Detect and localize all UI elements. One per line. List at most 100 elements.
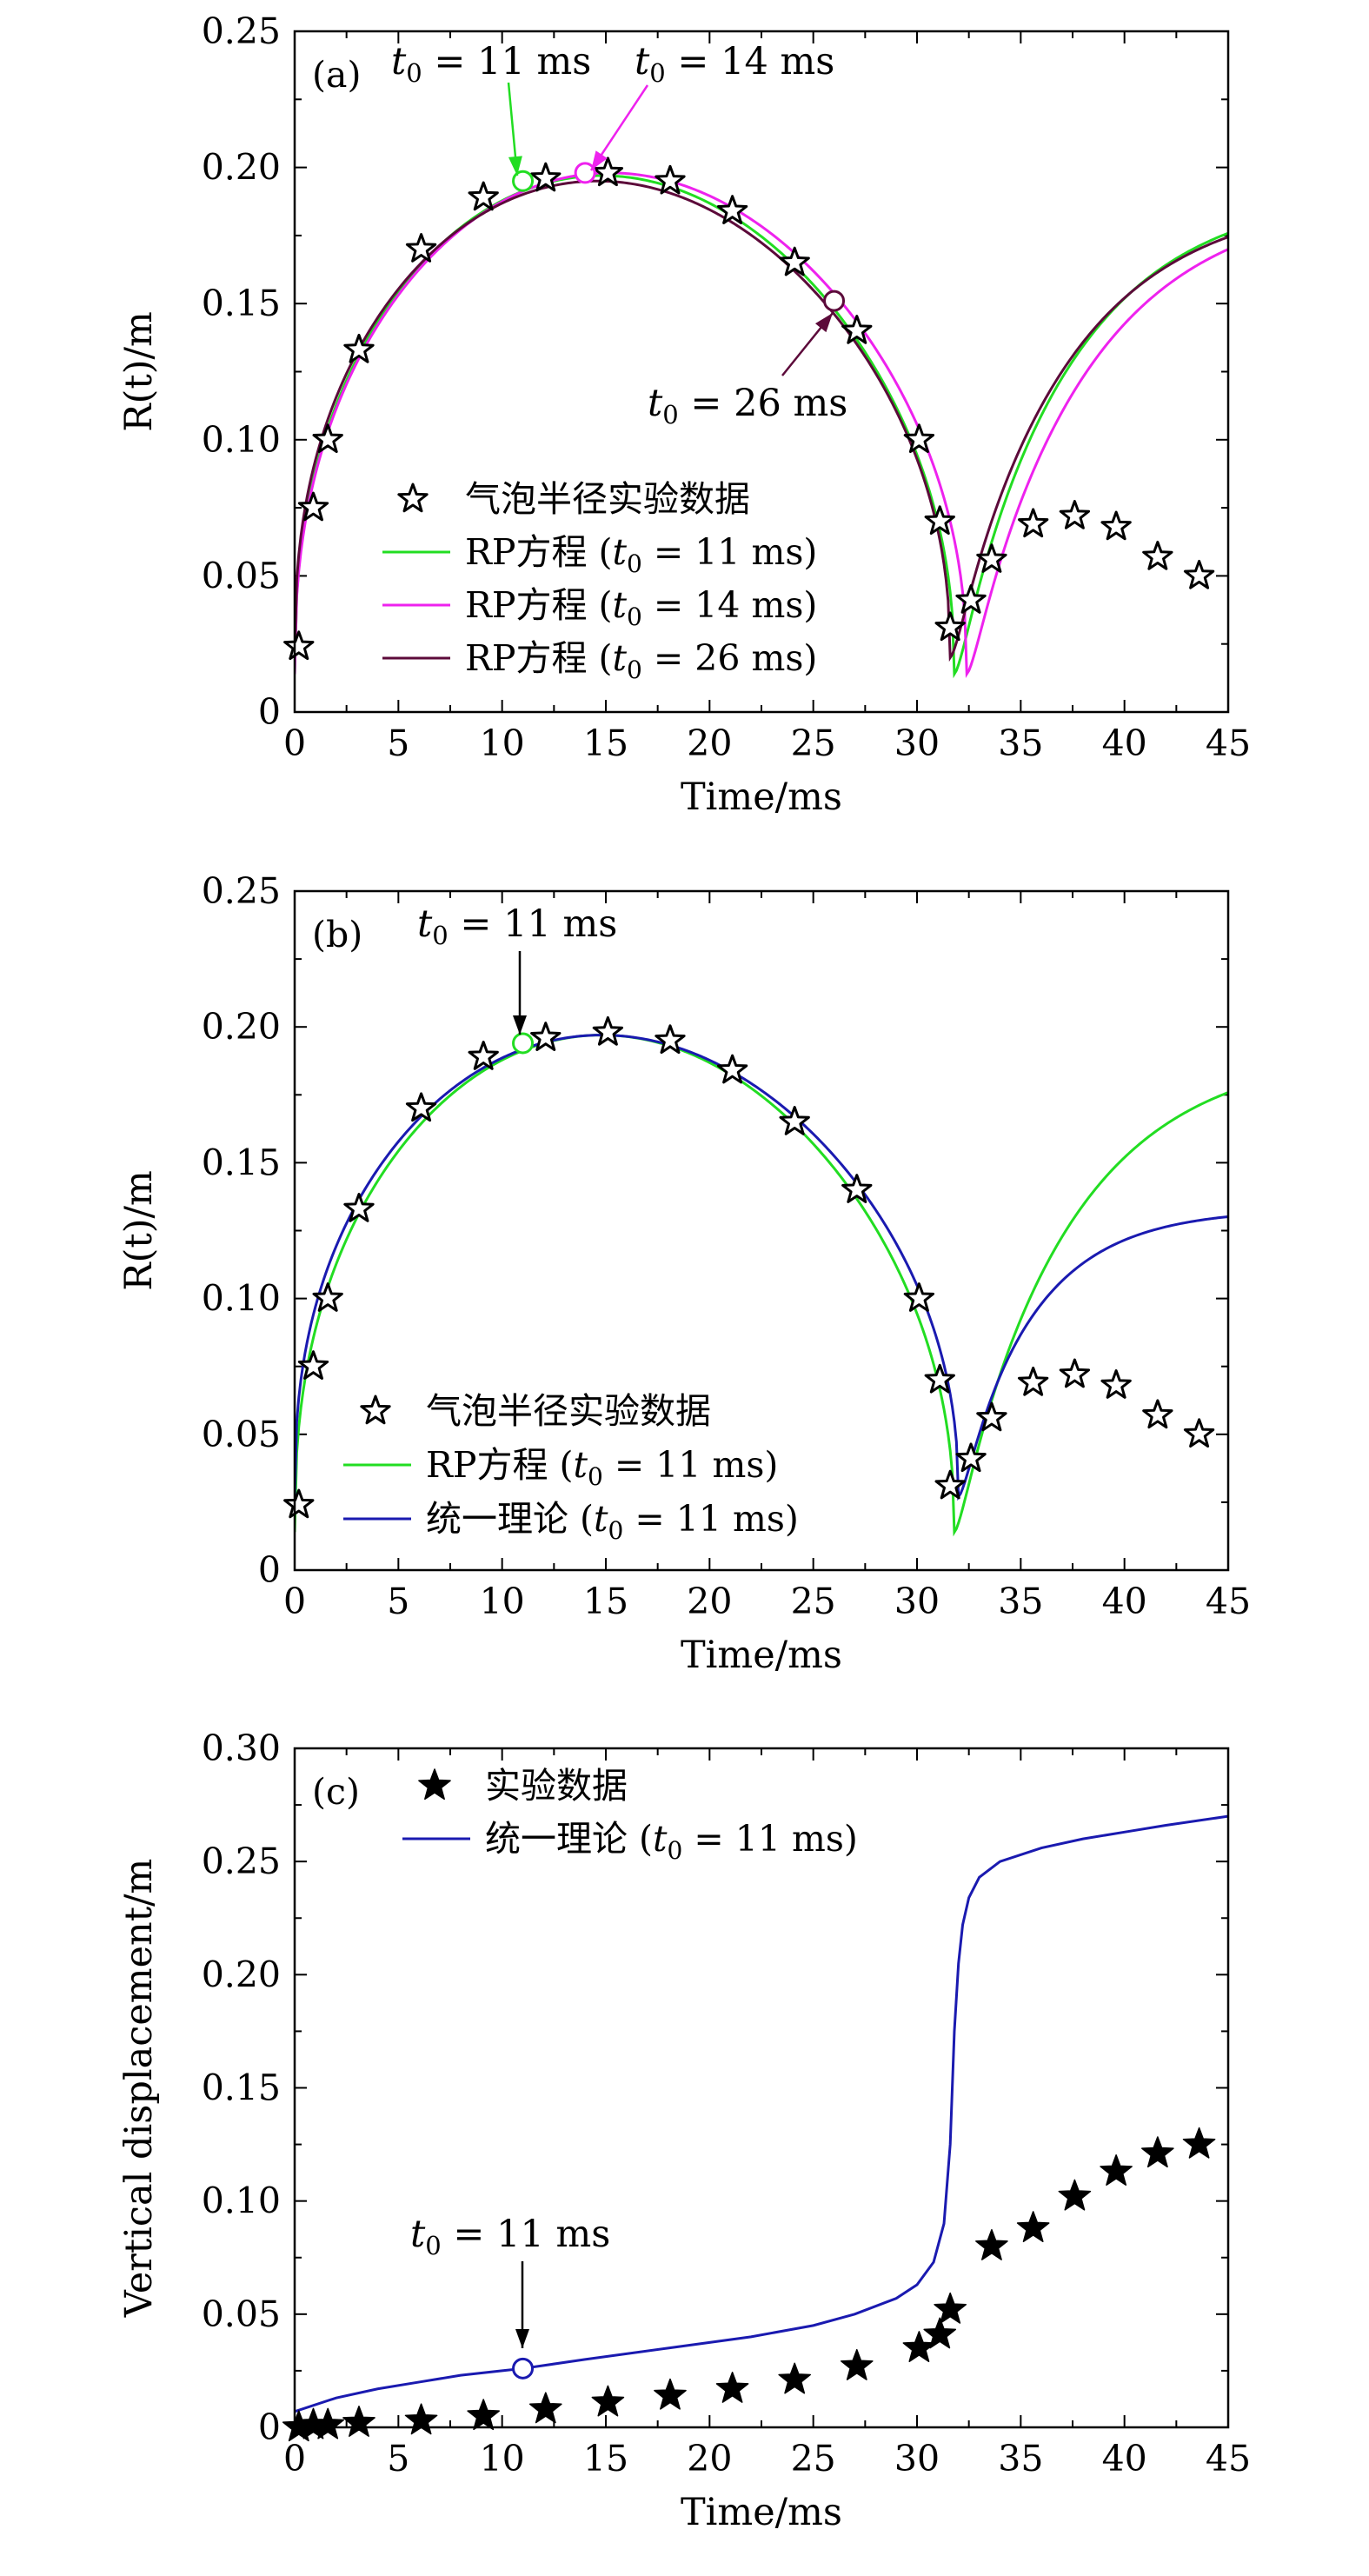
- series-line-1: [295, 171, 1228, 678]
- x-tick-label: 20: [687, 722, 732, 764]
- legend: 气泡半径实验数据 RP方程 (t0 = 11 ms) 统一理论 (t0 = 11 m…: [343, 1390, 799, 1545]
- x-tick-label: 40: [1102, 1581, 1147, 1622]
- data-star-marker: [924, 505, 955, 536]
- data-star-marker: [405, 233, 437, 263]
- x-tick-label: 15: [583, 722, 628, 764]
- data-star-marker: [1017, 1366, 1049, 1396]
- panel-label: (b): [312, 914, 362, 955]
- t0-arrowhead-0: [515, 2329, 529, 2348]
- y-tick-label: 0.05: [202, 2293, 281, 2335]
- data-star-marker: [312, 423, 343, 454]
- x-tick-label: 15: [583, 1581, 628, 1622]
- x-tick-label: 35: [998, 1581, 1043, 1622]
- t0-arrowhead-0: [508, 156, 522, 176]
- data-star-marker: [1016, 2211, 1050, 2243]
- y-tick-label: 0.15: [202, 1142, 281, 1183]
- y-tick-label: 0.20: [202, 1954, 281, 1995]
- plot-frame: [293, 30, 1230, 714]
- t0-arrowhead-1: [591, 150, 608, 170]
- data-star-marker: [1183, 559, 1215, 589]
- x-tick-label: 10: [480, 1581, 525, 1622]
- t0-annotation-0: t0 = 11 ms: [391, 40, 591, 88]
- y-tick-label: 0.10: [202, 2180, 281, 2222]
- x-tick-label: 20: [687, 1581, 732, 1622]
- panel-label: (a): [312, 54, 361, 96]
- legend-label-0: RP方程 (t0 = 11 ms): [465, 531, 817, 578]
- data-star-marker: [1142, 1399, 1173, 1429]
- y-tick-label: 0.05: [202, 555, 281, 596]
- data-star-marker: [779, 1106, 810, 1135]
- legend-label-2: RP方程 (t0 = 26 ms): [465, 637, 817, 684]
- data-star-marker: [405, 1092, 437, 1122]
- x-tick-label: 20: [687, 2438, 732, 2479]
- x-tick-label: 40: [1102, 722, 1147, 764]
- legend-label-markers: 气泡半径实验数据: [426, 1390, 711, 1432]
- data-star-marker: [311, 2407, 345, 2440]
- legend-star-marker: [397, 483, 429, 513]
- x-tick-label: 0: [283, 722, 306, 764]
- x-tick-label: 35: [998, 2438, 1043, 2479]
- chart-panel-b: 0 5 10 15 20 25 30 35 40 45 0 0.05 0.10 0.15 0.20 0.25 T…: [117, 870, 1251, 1677]
- data-star-marker: [591, 2385, 625, 2417]
- data-star-marker: [976, 543, 1007, 573]
- data-star-marker: [342, 2406, 375, 2437]
- x-tick-label: 45: [1206, 722, 1251, 764]
- data-star-marker: [1059, 1358, 1091, 1388]
- data-star-marker: [343, 333, 375, 363]
- data-star-marker: [975, 2228, 1008, 2260]
- y-axis-label: R(t)/m: [117, 311, 161, 431]
- x-tick-label: 5: [387, 722, 409, 764]
- data-star-marker: [778, 2362, 812, 2394]
- data-star-marker: [1017, 508, 1049, 538]
- data-star-marker: [924, 1363, 955, 1394]
- t0-annotation-2: t0 = 26 ms: [648, 382, 847, 429]
- t0-circle-1: [574, 162, 596, 184]
- data-star-marker: [934, 611, 966, 642]
- data-star-marker: [297, 491, 329, 522]
- x-tick-label: 25: [791, 2438, 836, 2479]
- data-star-marker: [1100, 1369, 1132, 1399]
- data-star-marker: [840, 2348, 874, 2380]
- x-axis-label: Time/ms: [681, 1634, 842, 1677]
- y-tick-label: 0.25: [202, 10, 281, 52]
- t0-annotation-1: t0 = 14 ms: [635, 40, 834, 88]
- plot-area: [295, 1814, 1228, 2413]
- data-star-marker: [903, 1282, 935, 1312]
- y-tick-label: 0.20: [202, 1006, 281, 1048]
- data-star-marker: [903, 423, 935, 454]
- series-line-2: [295, 179, 1228, 662]
- x-tick-label: 10: [480, 722, 525, 764]
- chart-panel-c: 0 5 10 15 20 25 30 35 40 45 0 0.05 0.10 0.15 0.20 0.25 0…: [117, 1727, 1251, 2534]
- series-line-0: [295, 1814, 1228, 2413]
- t0-arrowhead-2: [814, 313, 833, 333]
- data-star-marker: [654, 2378, 687, 2410]
- x-tick-label: 40: [1102, 2438, 1147, 2479]
- data-star-marker: [312, 1282, 343, 1312]
- data-star-marker: [592, 1015, 624, 1046]
- data-star-marker: [955, 1442, 987, 1473]
- series-line-1: [295, 1034, 1228, 1501]
- data-star-marker: [530, 162, 562, 192]
- data-star-marker: [779, 246, 810, 276]
- t0-circle-0: [512, 2357, 535, 2380]
- x-tick-label: 25: [791, 722, 836, 764]
- legend-star-marker: [418, 1768, 451, 1801]
- data-star-marker: [716, 1054, 748, 1084]
- legend-label-0: RP方程 (t0 = 11 ms): [426, 1444, 778, 1491]
- y-tick-label: 0.05: [202, 1414, 281, 1455]
- plot-area: [295, 171, 1228, 679]
- y-tick-label: 0.10: [202, 419, 281, 461]
- x-tick-label: 45: [1206, 1581, 1251, 1622]
- plot-frame: [293, 1747, 1230, 2429]
- data-star-marker: [297, 1350, 329, 1380]
- data-star-marker: [841, 1174, 873, 1203]
- x-tick-label: 35: [998, 722, 1043, 764]
- t0-annotation-0: t0 = 11 ms: [410, 2213, 610, 2260]
- data-star-marker: [715, 2371, 749, 2403]
- data-star-marker: [655, 164, 686, 195]
- legend-label-markers: 气泡半径实验数据: [465, 478, 750, 520]
- data-star-marker: [404, 2403, 438, 2435]
- t0-arrowhead-0: [513, 1015, 527, 1035]
- series-line-0: [295, 1034, 1228, 1537]
